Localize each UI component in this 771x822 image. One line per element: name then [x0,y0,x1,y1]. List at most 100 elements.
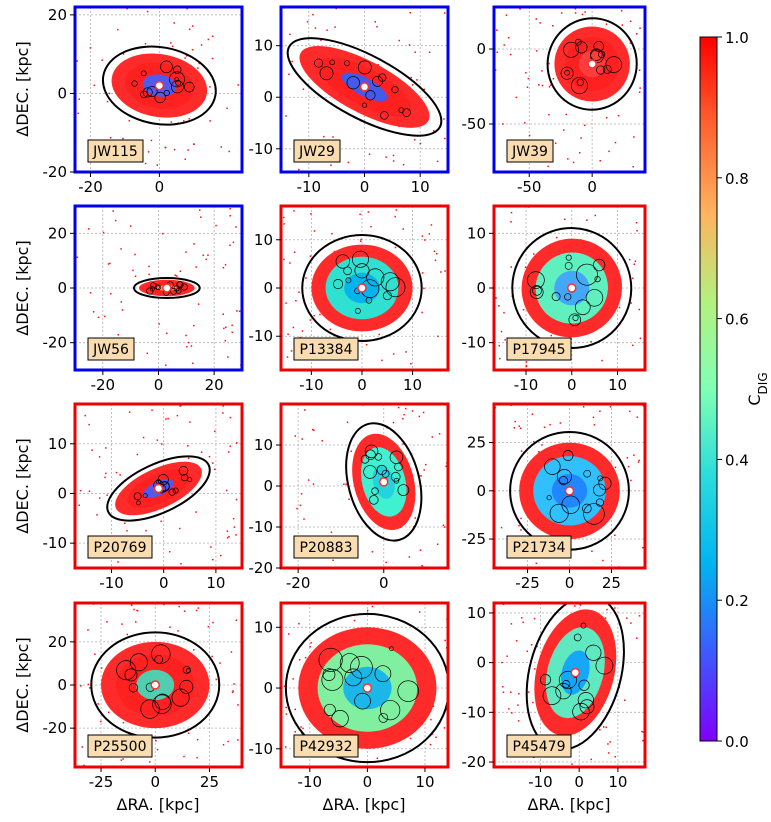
noise-pixel [229,244,231,247]
noise-pixel [146,352,149,355]
noise-pixel [219,662,221,664]
noise-pixel [385,561,387,564]
noise-pixel [235,226,237,228]
noise-pixel [552,78,555,80]
noise-pixel [638,615,641,617]
noise-pixel [207,38,210,41]
noise-pixel [105,447,107,449]
y-tick-label: 10 [254,436,273,454]
noise-pixel [288,633,290,635]
x-tick-label: 10 [411,178,430,196]
noise-pixel [299,504,302,507]
noise-pixel [173,148,176,151]
noise-pixel [212,621,214,624]
noise-pixel [403,413,405,416]
region-circle [357,60,372,75]
noise-pixel [629,20,632,22]
noise-pixel [235,619,238,621]
noise-pixel [638,308,641,311]
y-tick-label: 0 [263,477,273,495]
noise-pixel [599,728,601,731]
noise-pixel [418,415,421,418]
colorbar-label-main: C [745,394,764,405]
noise-pixel [228,535,230,538]
x-tick-label: 0 [357,376,367,394]
noise-pixel [402,228,404,230]
noise-pixel [179,270,182,272]
noise-pixel [443,118,445,120]
noise-pixel [76,60,78,62]
noise-pixel [193,143,195,145]
region-circle [133,492,142,501]
y-tick-label: 0 [57,676,67,694]
noise-pixel [134,275,137,278]
noise-pixel [200,216,202,218]
noise-pixel [605,116,608,119]
noise-pixel [397,406,400,409]
noise-pixel [430,718,432,721]
panel-label: JW56 [87,337,135,361]
noise-pixel [629,410,631,413]
panel-frame [492,5,647,174]
region-circle [565,254,572,261]
noise-pixel [402,443,404,445]
noise-pixel [425,463,427,466]
x-axis-label: ΔRA. [kpc] [323,795,406,814]
noise-pixel [531,413,534,416]
noise-pixel [624,699,626,702]
noise-pixel [359,213,361,216]
noise-pixel [599,410,601,412]
noise-pixel [630,302,632,304]
noise-pixel [294,435,296,437]
noise-pixel [423,469,425,471]
noise-pixel [121,309,124,311]
colorbar-tick-label: 0.6 [725,311,749,329]
noise-pixel [313,429,315,431]
noise-pixel [495,297,497,299]
noise-pixel [117,334,120,336]
noise-pixel [310,213,312,215]
noise-pixel [510,691,512,693]
noise-pixel [635,222,638,224]
noise-pixel [405,407,407,410]
noise-pixel [231,691,234,694]
noise-pixel [171,45,174,48]
noise-pixel [108,92,111,95]
noise-pixel [629,42,632,44]
noise-pixel [107,711,110,714]
noise-pixel [284,746,287,748]
noise-pixel [87,683,90,686]
region-circle [546,495,552,501]
noise-pixel [187,732,190,734]
region-circle [397,484,410,496]
contour [286,37,443,137]
region-circle [351,250,369,268]
region-circle [576,263,598,286]
noise-pixel [196,738,199,741]
noise-pixel [184,158,187,161]
noise-pixel [120,759,123,761]
region-circle [378,73,387,82]
region-circle [346,76,360,90]
region-circle [551,292,561,301]
noise-pixel [330,531,333,534]
noise-pixel [311,428,314,431]
noise-pixel [639,87,641,89]
noise-pixel [170,42,172,44]
region-circle [595,498,604,507]
noise-pixel [288,73,290,76]
noise-pixel [285,302,287,304]
noise-pixel [630,479,632,482]
noise-pixel [168,551,171,553]
region-circle [146,86,158,97]
region-circle [380,272,400,292]
y-tick-label: 0 [57,84,67,102]
noise-pixel [564,218,566,221]
noise-pixel [98,456,101,458]
region-circle [539,674,552,686]
noise-pixel [177,630,179,632]
noise-pixel [552,25,554,27]
noise-pixel [636,33,638,35]
noise-pixel [510,266,513,268]
region-circle [560,66,574,80]
